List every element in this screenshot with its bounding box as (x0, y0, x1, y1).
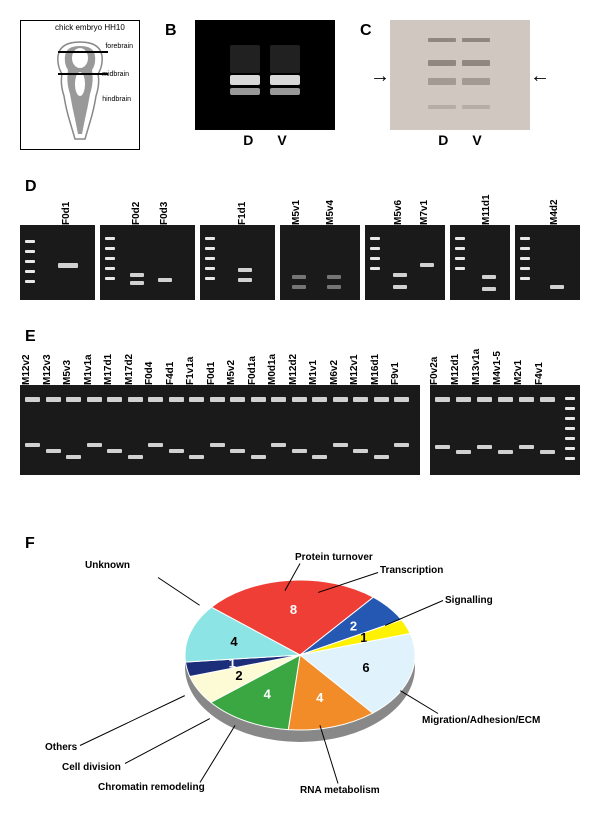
panel-e-lane-label: M17d2 (124, 354, 135, 385)
panel-e-lane-label: M4v1-5 (492, 351, 503, 385)
pie-slice-label: Others (45, 742, 77, 753)
panel-e-lane-label: M13v1a (471, 349, 482, 385)
panel-e-lane-label: M12d1 (450, 354, 461, 385)
pie-slice-label: RNA metabolism (300, 785, 380, 796)
panel-e-lane-label: F9v1 (390, 362, 401, 385)
arrow-right: ← (530, 65, 550, 88)
panel-e-lane-label: M12d2 (288, 354, 299, 385)
panel-e-lane-label: M16d1 (370, 354, 381, 385)
svg-text:4: 4 (264, 687, 272, 702)
panel-label-c: C (360, 22, 372, 40)
pie-slice-label: Transcription (380, 565, 443, 576)
panel-e-lane-label: M17d1 (103, 354, 114, 385)
panel-a: chick embryo HH10 forebrain midbrain hin… (20, 20, 140, 150)
panel-c-lanes: DV (390, 132, 530, 148)
panel-b-lanes: DV (195, 132, 335, 148)
pie-slice-label: Signalling (445, 595, 493, 606)
panel-e-lane-label: F4d1 (165, 362, 176, 385)
panel-e-lane-label: M5v3 (62, 360, 73, 385)
panel-c-gel (390, 20, 530, 130)
midbrain-label: midbrain (102, 71, 129, 78)
panel-e-lane-label: M12v3 (42, 354, 53, 385)
svg-text:6: 6 (362, 660, 369, 675)
panel-e-lane-label: F0d1 (206, 362, 217, 385)
svg-text:4: 4 (230, 634, 238, 649)
pie-slice-label: Cell division (62, 762, 121, 773)
svg-text:8: 8 (290, 602, 297, 617)
panel-e-labels: M12v2 M12v3 M5v3 M1v1a M17d1 M17d2 F0d4 F4d1 F1v… (20, 330, 580, 385)
forebrain-label: forebrain (105, 43, 133, 50)
panel-e-lane-label: M6v2 (329, 360, 340, 385)
panel-e-lane-label: M1v1 (308, 360, 319, 385)
panel-e-lane-label: F4v1 (534, 362, 545, 385)
panel-e-lane-label: M12v1 (349, 354, 360, 385)
embryo-diagram (30, 34, 130, 144)
panel-e-lane-label: M0d1a (267, 354, 278, 385)
panel-e-lane-label: F0v2a (429, 357, 440, 385)
panel-b-gel (195, 20, 335, 130)
panel-d: F0d1 F0d2 F0d3 F1d1 M5v1 M5v4 M5v6 M7v1 … (20, 180, 580, 300)
svg-text:2: 2 (350, 619, 357, 634)
panel-e: M12v2 M12v3 M5v3 M1v1a M17d1 M17d2 F0d4 F4d1 F1v… (20, 330, 580, 475)
panel-e-lane-label: M1v1a (83, 354, 94, 385)
svg-text:4: 4 (316, 690, 324, 705)
panel-e-lane-label: F0d1a (247, 356, 258, 385)
panel-c: → ← DV (390, 20, 530, 150)
hindbrain-label: hindbrain (102, 96, 131, 103)
panel-d-gels (20, 225, 580, 300)
panel-e-lane-label: M12v2 (21, 354, 32, 385)
svg-text:2: 2 (235, 668, 242, 683)
pie-slice-label: Chromatin remodeling (98, 782, 205, 793)
panel-b: DV (195, 20, 335, 150)
arrow-left: → (370, 65, 390, 88)
pie-chart: 821644214 (160, 560, 440, 760)
panel-e-lane-label: M5v2 (226, 360, 237, 385)
panel-e-lane-label: F0d4 (144, 362, 155, 385)
panel-e-lane-label: F1v1a (185, 357, 196, 385)
pie-slice-label: Protein turnover (295, 552, 373, 563)
panel-a-title: chick embryo HH10 (51, 21, 139, 34)
pie-slice-label: Unknown (85, 560, 130, 571)
panel-e-gels (20, 385, 580, 475)
panel-label-b: B (165, 22, 177, 40)
panel-d-labels: F0d1 F0d2 F0d3 F1d1 M5v1 M5v4 M5v6 M7v1 … (20, 180, 580, 225)
panel-e-lane-label: M2v1 (513, 360, 524, 385)
pie-slice-label: Migration/Adhesion/ECM (422, 715, 540, 726)
